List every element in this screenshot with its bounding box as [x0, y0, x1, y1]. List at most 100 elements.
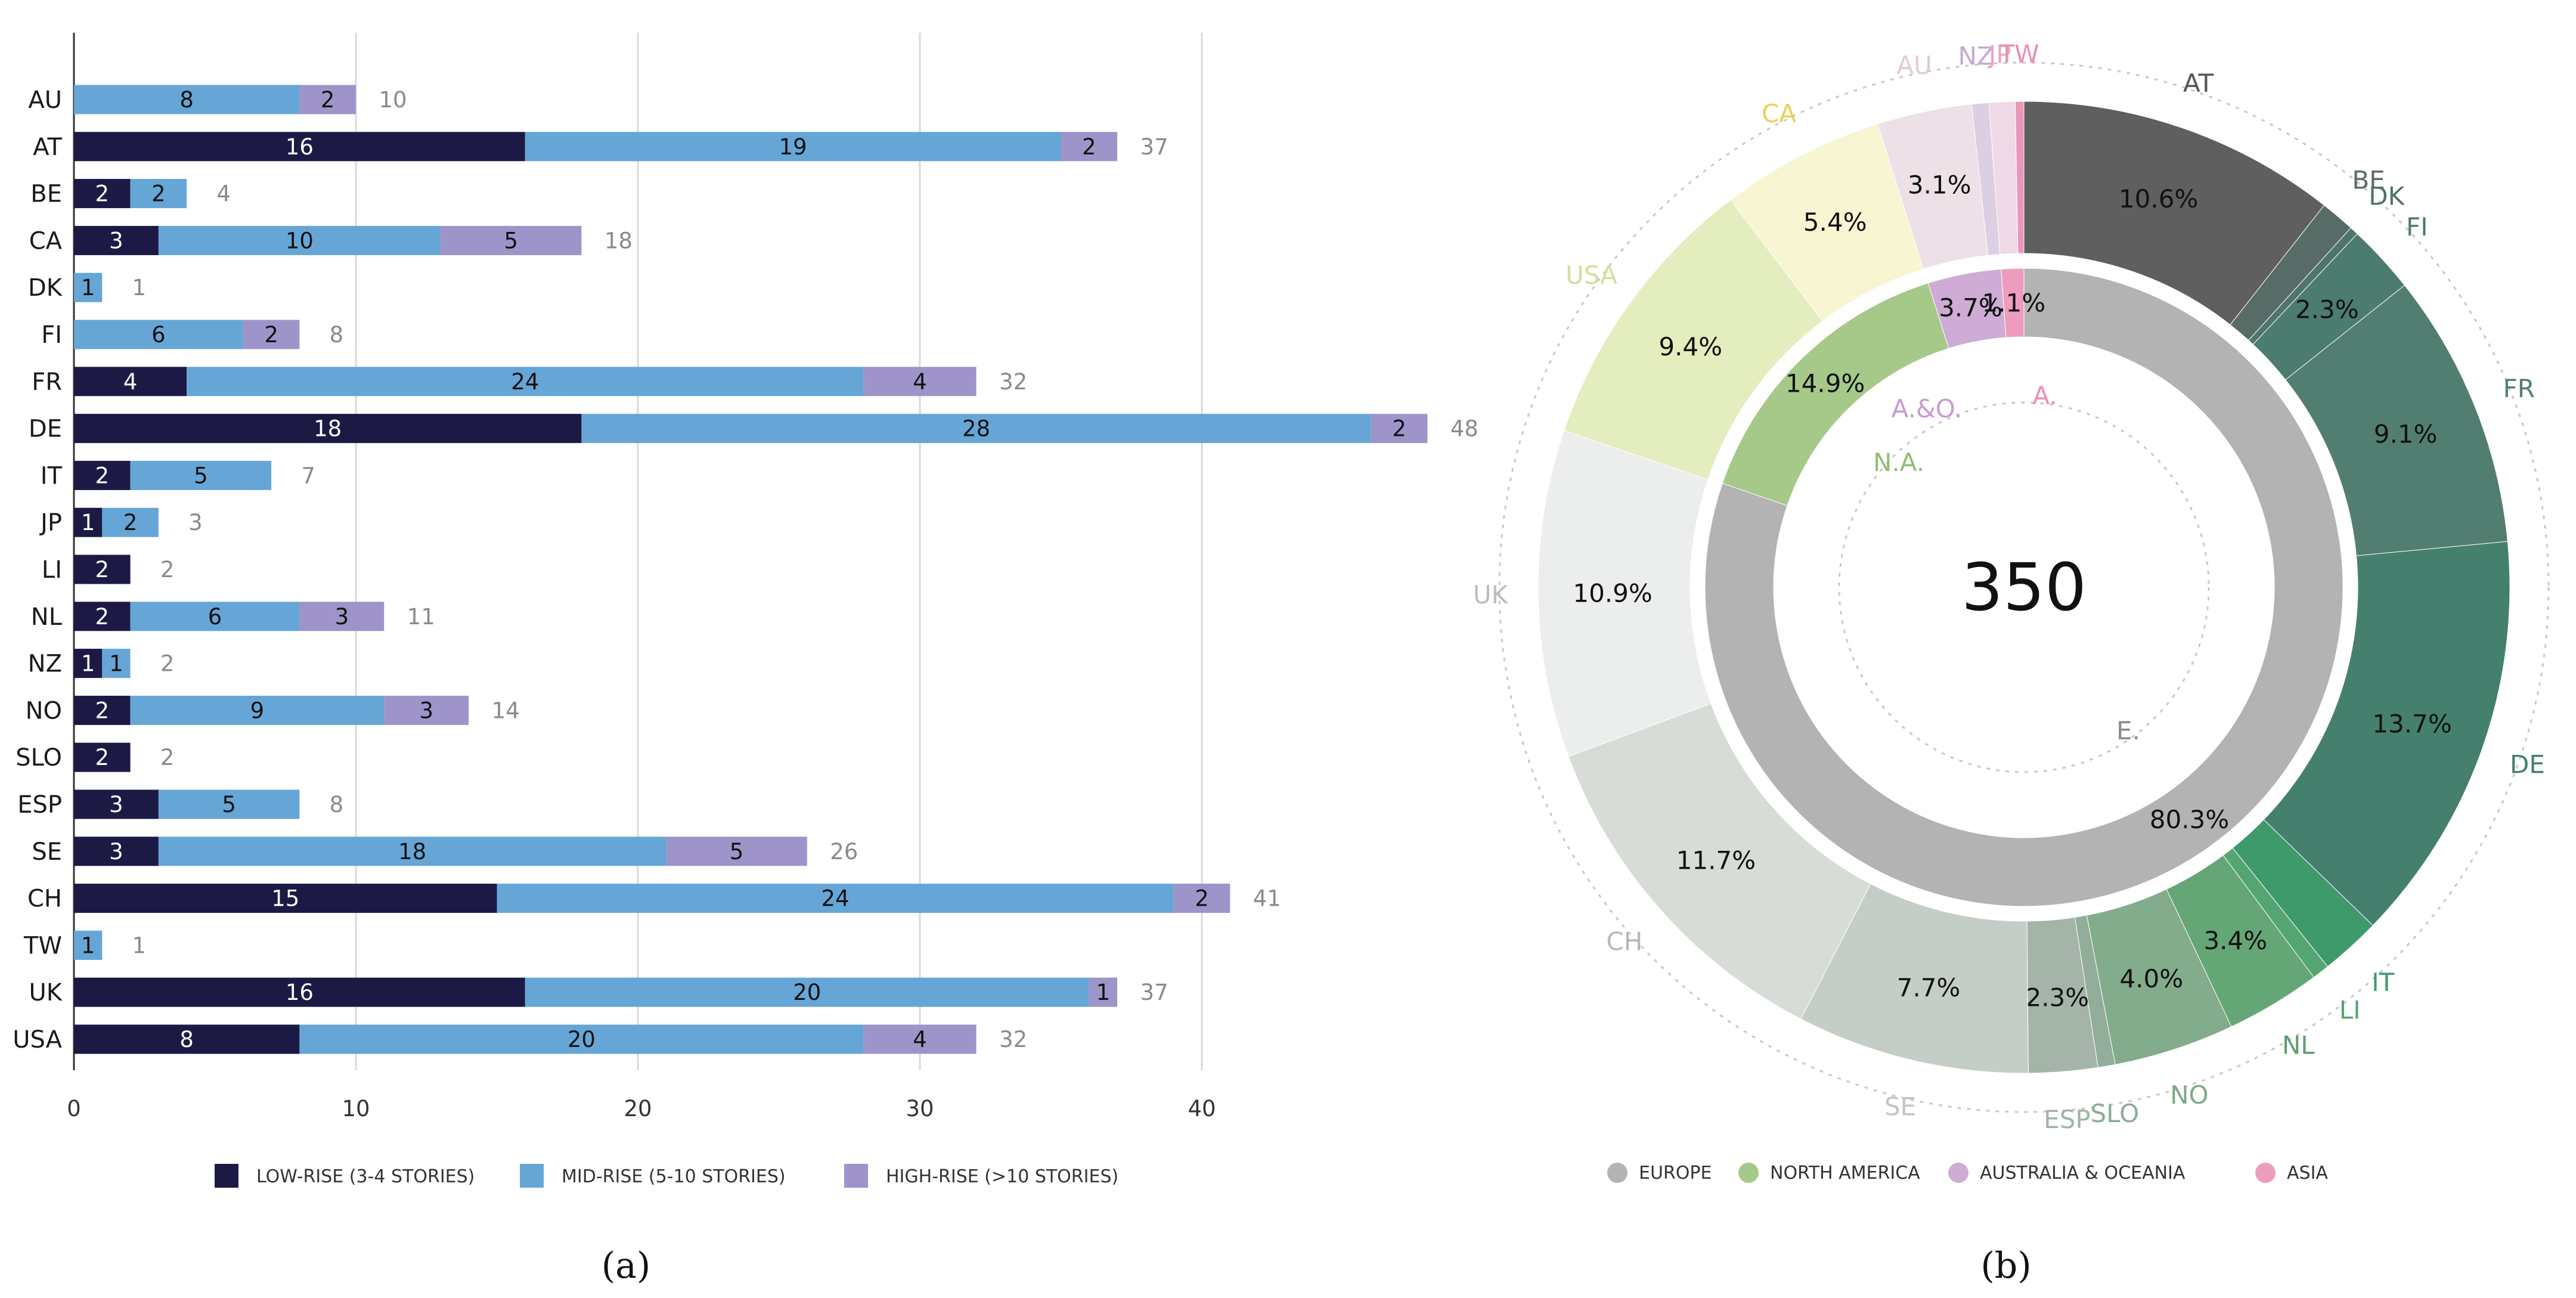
bar-segment-value: 6	[208, 604, 222, 630]
donut-center-total: 350	[1961, 549, 2087, 625]
category-label: UK	[29, 979, 63, 1006]
bar-segment-value: 1	[81, 651, 95, 677]
bar-segment	[299, 85, 356, 114]
bar-segment-value: 5	[222, 792, 236, 817]
outer-guide-circle	[1498, 61, 2550, 1113]
bar-segment-value: 8	[179, 87, 194, 113]
donut-outer-country-label: FI	[2406, 212, 2428, 241]
bar-segment	[74, 695, 131, 725]
bar-total-label: 8	[330, 322, 344, 348]
bar-segment-value: 3	[109, 839, 123, 865]
category-label: AT	[33, 134, 62, 161]
panel-label: (b)	[1980, 1245, 2031, 1287]
bar-segment	[384, 695, 469, 725]
donut-outer-country-label: JP	[1987, 40, 2011, 69]
bar-segment-value: 18	[314, 416, 342, 442]
bar-segment	[299, 1024, 864, 1054]
bar-segment	[102, 507, 159, 537]
bar-segment-value: 1	[81, 275, 95, 301]
category-label: USA	[13, 1026, 62, 1054]
bar-segment	[74, 225, 159, 255]
donut-outer-country-label: BE	[2352, 166, 2385, 195]
legend-label: LOW-RISE (3-4 STORIES)	[256, 1166, 475, 1187]
donut-inner-region-label: E.	[2116, 716, 2140, 745]
bar-segment-value: 2	[123, 510, 138, 535]
donut-outer-percent-label: 2.3%	[2025, 983, 2089, 1012]
bar-segment-value: 2	[151, 181, 166, 207]
donut-inner-percent-label: 80.3%	[2150, 805, 2229, 834]
bar-segment-value: 2	[95, 181, 110, 207]
bar-total-label: 18	[605, 228, 633, 253]
bar-segment-value: 2	[95, 745, 110, 770]
bar-segment-value: 4	[123, 369, 138, 395]
bar-total-label: 4	[216, 181, 231, 207]
bar-segment-value: 2	[321, 87, 335, 113]
category-label: DE	[29, 416, 62, 443]
donut-outer-country-label: AT	[2183, 69, 2214, 98]
bar-segment-value: 3	[109, 228, 123, 253]
donut-outer-country-label: SE	[1884, 1092, 1916, 1122]
x-tick-label: 10	[342, 1096, 370, 1122]
legend-label: HIGH-RISE (>10 STORIES)	[886, 1166, 1118, 1187]
category-label: FR	[32, 368, 62, 396]
legend-dot	[1738, 1163, 1759, 1183]
donut-inner-percent-label: 1.1%	[1982, 288, 2045, 317]
bar-total-label: 37	[1140, 134, 1168, 160]
bar-segment	[74, 132, 525, 162]
bar-segment	[158, 837, 667, 866]
legend-swatch	[215, 1164, 238, 1188]
category-label: SE	[32, 838, 62, 866]
donut-outer-percent-label: 13.7%	[2372, 710, 2451, 739]
donut-outer-percent-label: 2.3%	[2295, 295, 2359, 324]
donut-outer-country-label: LI	[2339, 996, 2361, 1025]
bar-segment	[74, 884, 497, 913]
bar-segment-value: 8	[179, 1027, 194, 1052]
category-label: LI	[42, 556, 62, 584]
bar-segment	[1371, 414, 1428, 444]
category-label: TW	[23, 932, 62, 959]
bar-segment	[1089, 977, 1118, 1007]
bar-total-label: 26	[830, 839, 858, 865]
bar-segment	[74, 742, 131, 772]
bar-segment	[74, 414, 582, 444]
bar-segment-value: 2	[1392, 416, 1406, 442]
legend-label: AUSTRALIA & OCEANIA	[1980, 1163, 2186, 1184]
bar-segment-value: 1	[81, 510, 95, 535]
bar-segment-value: 2	[1195, 886, 1209, 912]
category-label: BE	[30, 181, 62, 208]
donut-outer-percent-label: 5.4%	[1803, 207, 1867, 237]
bar-segment-value: 10	[286, 228, 314, 253]
donut-outer-country-label: NZ	[1958, 42, 1994, 71]
bar-segment	[581, 414, 1371, 444]
bar-segment-value: 2	[264, 322, 278, 348]
category-label: CA	[29, 227, 63, 255]
donut-outer-percent-label: 4.0%	[2119, 964, 2183, 993]
bar-segment	[863, 1024, 977, 1054]
bar-segment	[74, 507, 103, 537]
donut-outer-percent-label: 3.1%	[1908, 171, 1971, 200]
category-label: NO	[26, 697, 62, 724]
bar-segment-value: 1	[1096, 980, 1111, 1005]
bar-segment-value: 16	[286, 134, 314, 160]
legend-swatch	[520, 1164, 544, 1188]
bar-total-label: 2	[160, 651, 175, 677]
bar-segment-value: 20	[568, 1027, 596, 1052]
bar-segment-value: 3	[109, 792, 123, 817]
bar-segment	[497, 884, 1174, 913]
x-tick-label: 20	[624, 1096, 652, 1122]
bar-segment	[74, 367, 187, 396]
bar-total-label: 1	[132, 275, 147, 301]
bar-segment-value: 20	[793, 980, 821, 1005]
category-label: AU	[28, 86, 62, 114]
donut-outer-percent-label: 11.7%	[1676, 845, 1756, 875]
category-label: IT	[41, 462, 63, 490]
bar-segment-value: 3	[419, 698, 433, 723]
bar-segment	[158, 225, 441, 255]
bar-total-label: 2	[160, 745, 175, 770]
bar-segment-value: 4	[913, 369, 927, 395]
legend-dot	[1607, 1163, 1628, 1183]
bar-segment	[74, 1024, 300, 1054]
donut-inner-region-label: A.	[2032, 381, 2057, 410]
donut-outer-percent-label: 10.9%	[1573, 578, 1652, 608]
